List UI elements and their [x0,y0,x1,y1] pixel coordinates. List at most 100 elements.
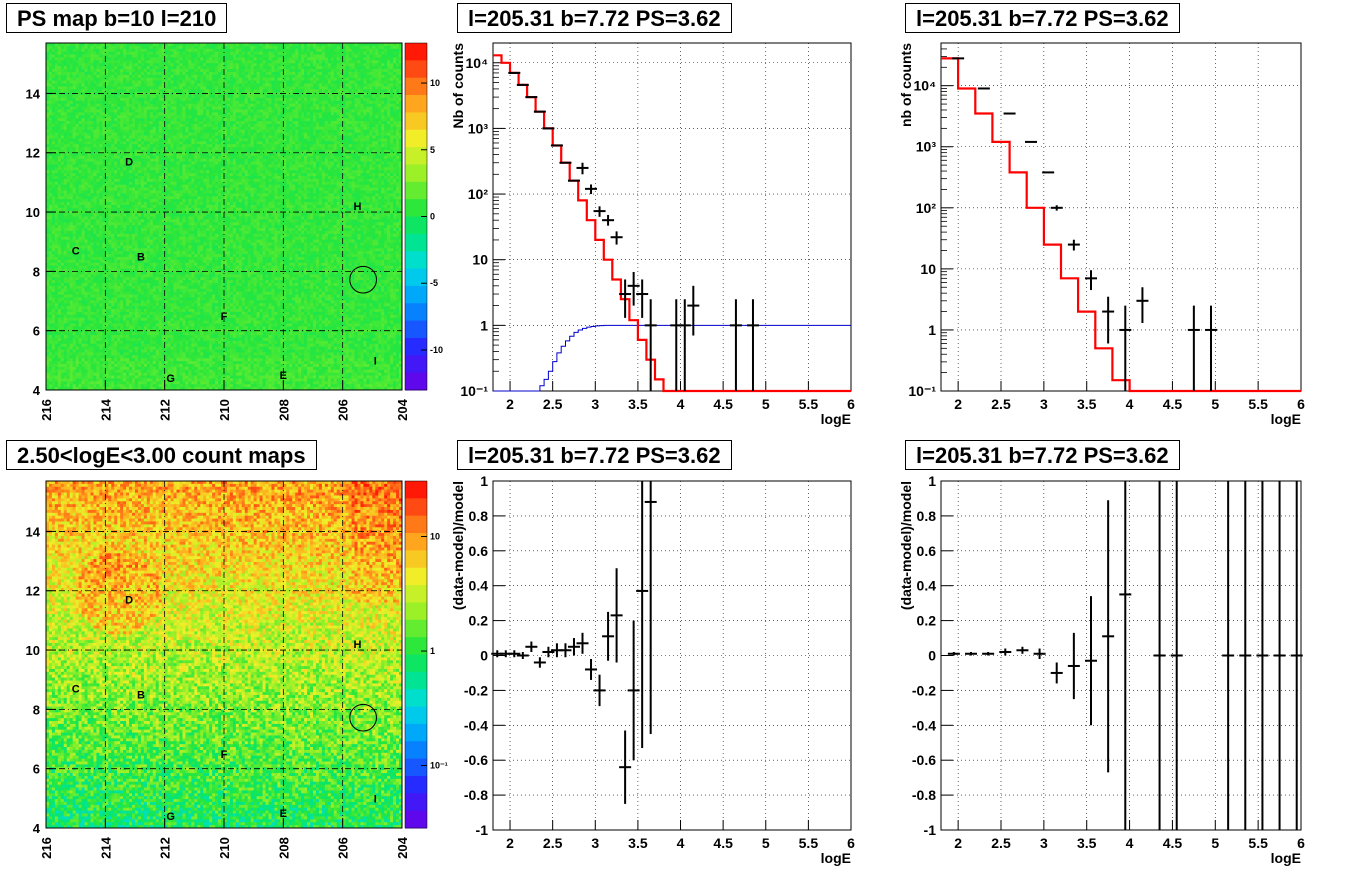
map-cell [82,318,85,321]
map-cell [126,289,129,292]
map-cell [67,83,70,86]
map-cell [46,245,49,248]
map-cell [58,306,61,309]
map-cell [96,57,99,60]
map-cell [67,251,70,254]
map-cell [70,202,73,205]
map-cell [67,274,70,277]
map-cell [79,182,82,185]
map-cell [85,75,88,78]
map-cell [58,130,61,133]
map-cell [126,378,129,381]
map-cell [61,86,64,89]
map-cell [67,231,70,234]
map-cell [85,373,88,376]
map-cell [76,133,79,136]
map-cell [73,72,76,75]
map-cell [123,355,126,358]
map-cell [120,280,123,283]
map-cell [61,124,64,127]
map-cell [132,338,135,341]
map-cell [129,98,132,101]
map-cell [111,257,114,260]
map-cell [93,153,96,156]
map-cell [123,196,126,199]
map-cell [129,89,132,92]
map-cell [55,358,58,361]
map-cell [61,364,64,367]
map-cell [108,202,111,205]
map-cell [52,384,55,387]
map-cell [67,162,70,165]
map-cell [120,306,123,309]
map-cell [117,83,120,86]
map-cell [123,234,126,237]
map-cell [85,323,88,326]
map-cell [126,245,129,248]
map-cell [91,297,94,300]
map-cell [132,381,135,384]
map-cell [93,225,96,228]
map-cell [135,49,138,52]
map-cell [99,52,102,55]
map-cell [70,156,73,159]
map-cell [108,121,111,124]
map-cell [64,98,67,101]
map-cell [126,370,129,373]
map-cell [111,286,114,289]
map-cell [88,370,91,373]
map-cell [123,46,126,49]
map-cell [46,271,49,274]
map-cell [96,277,99,280]
map-cell [85,107,88,110]
map-cell [120,286,123,289]
map-cell [82,78,85,81]
map-cell [129,72,132,75]
map-cell [58,176,61,179]
map-cell [120,341,123,344]
map-cell [126,115,129,118]
map-cell [70,118,73,121]
map-cell [79,295,82,298]
map-cell [99,373,102,376]
map-cell [52,176,55,179]
map-cell [58,352,61,355]
map-cell [96,208,99,211]
map-cell [96,147,99,150]
map-cell [49,182,52,185]
map-cell [61,95,64,98]
map-cell [93,283,96,286]
map-cell [111,202,114,205]
map-cell [67,196,70,199]
map-cell [126,214,129,217]
map-cell [85,292,88,295]
map-cell [123,89,126,92]
map-cell [70,188,73,191]
map-cell [126,222,129,225]
map-cell [114,179,117,182]
map-cell [82,159,85,162]
map-cell [82,367,85,370]
map-cell [76,130,79,133]
map-cell [111,162,114,165]
map-cell [93,295,96,298]
map-cell [93,164,96,167]
map-cell [93,130,96,133]
map-cell [64,257,67,260]
map-cell [91,225,94,228]
map-cell [82,136,85,139]
map-cell [126,133,129,136]
map-cell [126,63,129,66]
map-cell [55,136,58,139]
map-cell [105,49,108,52]
map-cell [129,231,132,234]
map-cell [88,248,91,251]
map-cell [76,182,79,185]
map-cell [61,170,64,173]
map-cell [120,199,123,202]
map-cell [93,367,96,370]
map-cell [67,147,70,150]
map-cell [132,78,135,81]
map-cell [120,234,123,237]
map-cell [55,193,58,196]
